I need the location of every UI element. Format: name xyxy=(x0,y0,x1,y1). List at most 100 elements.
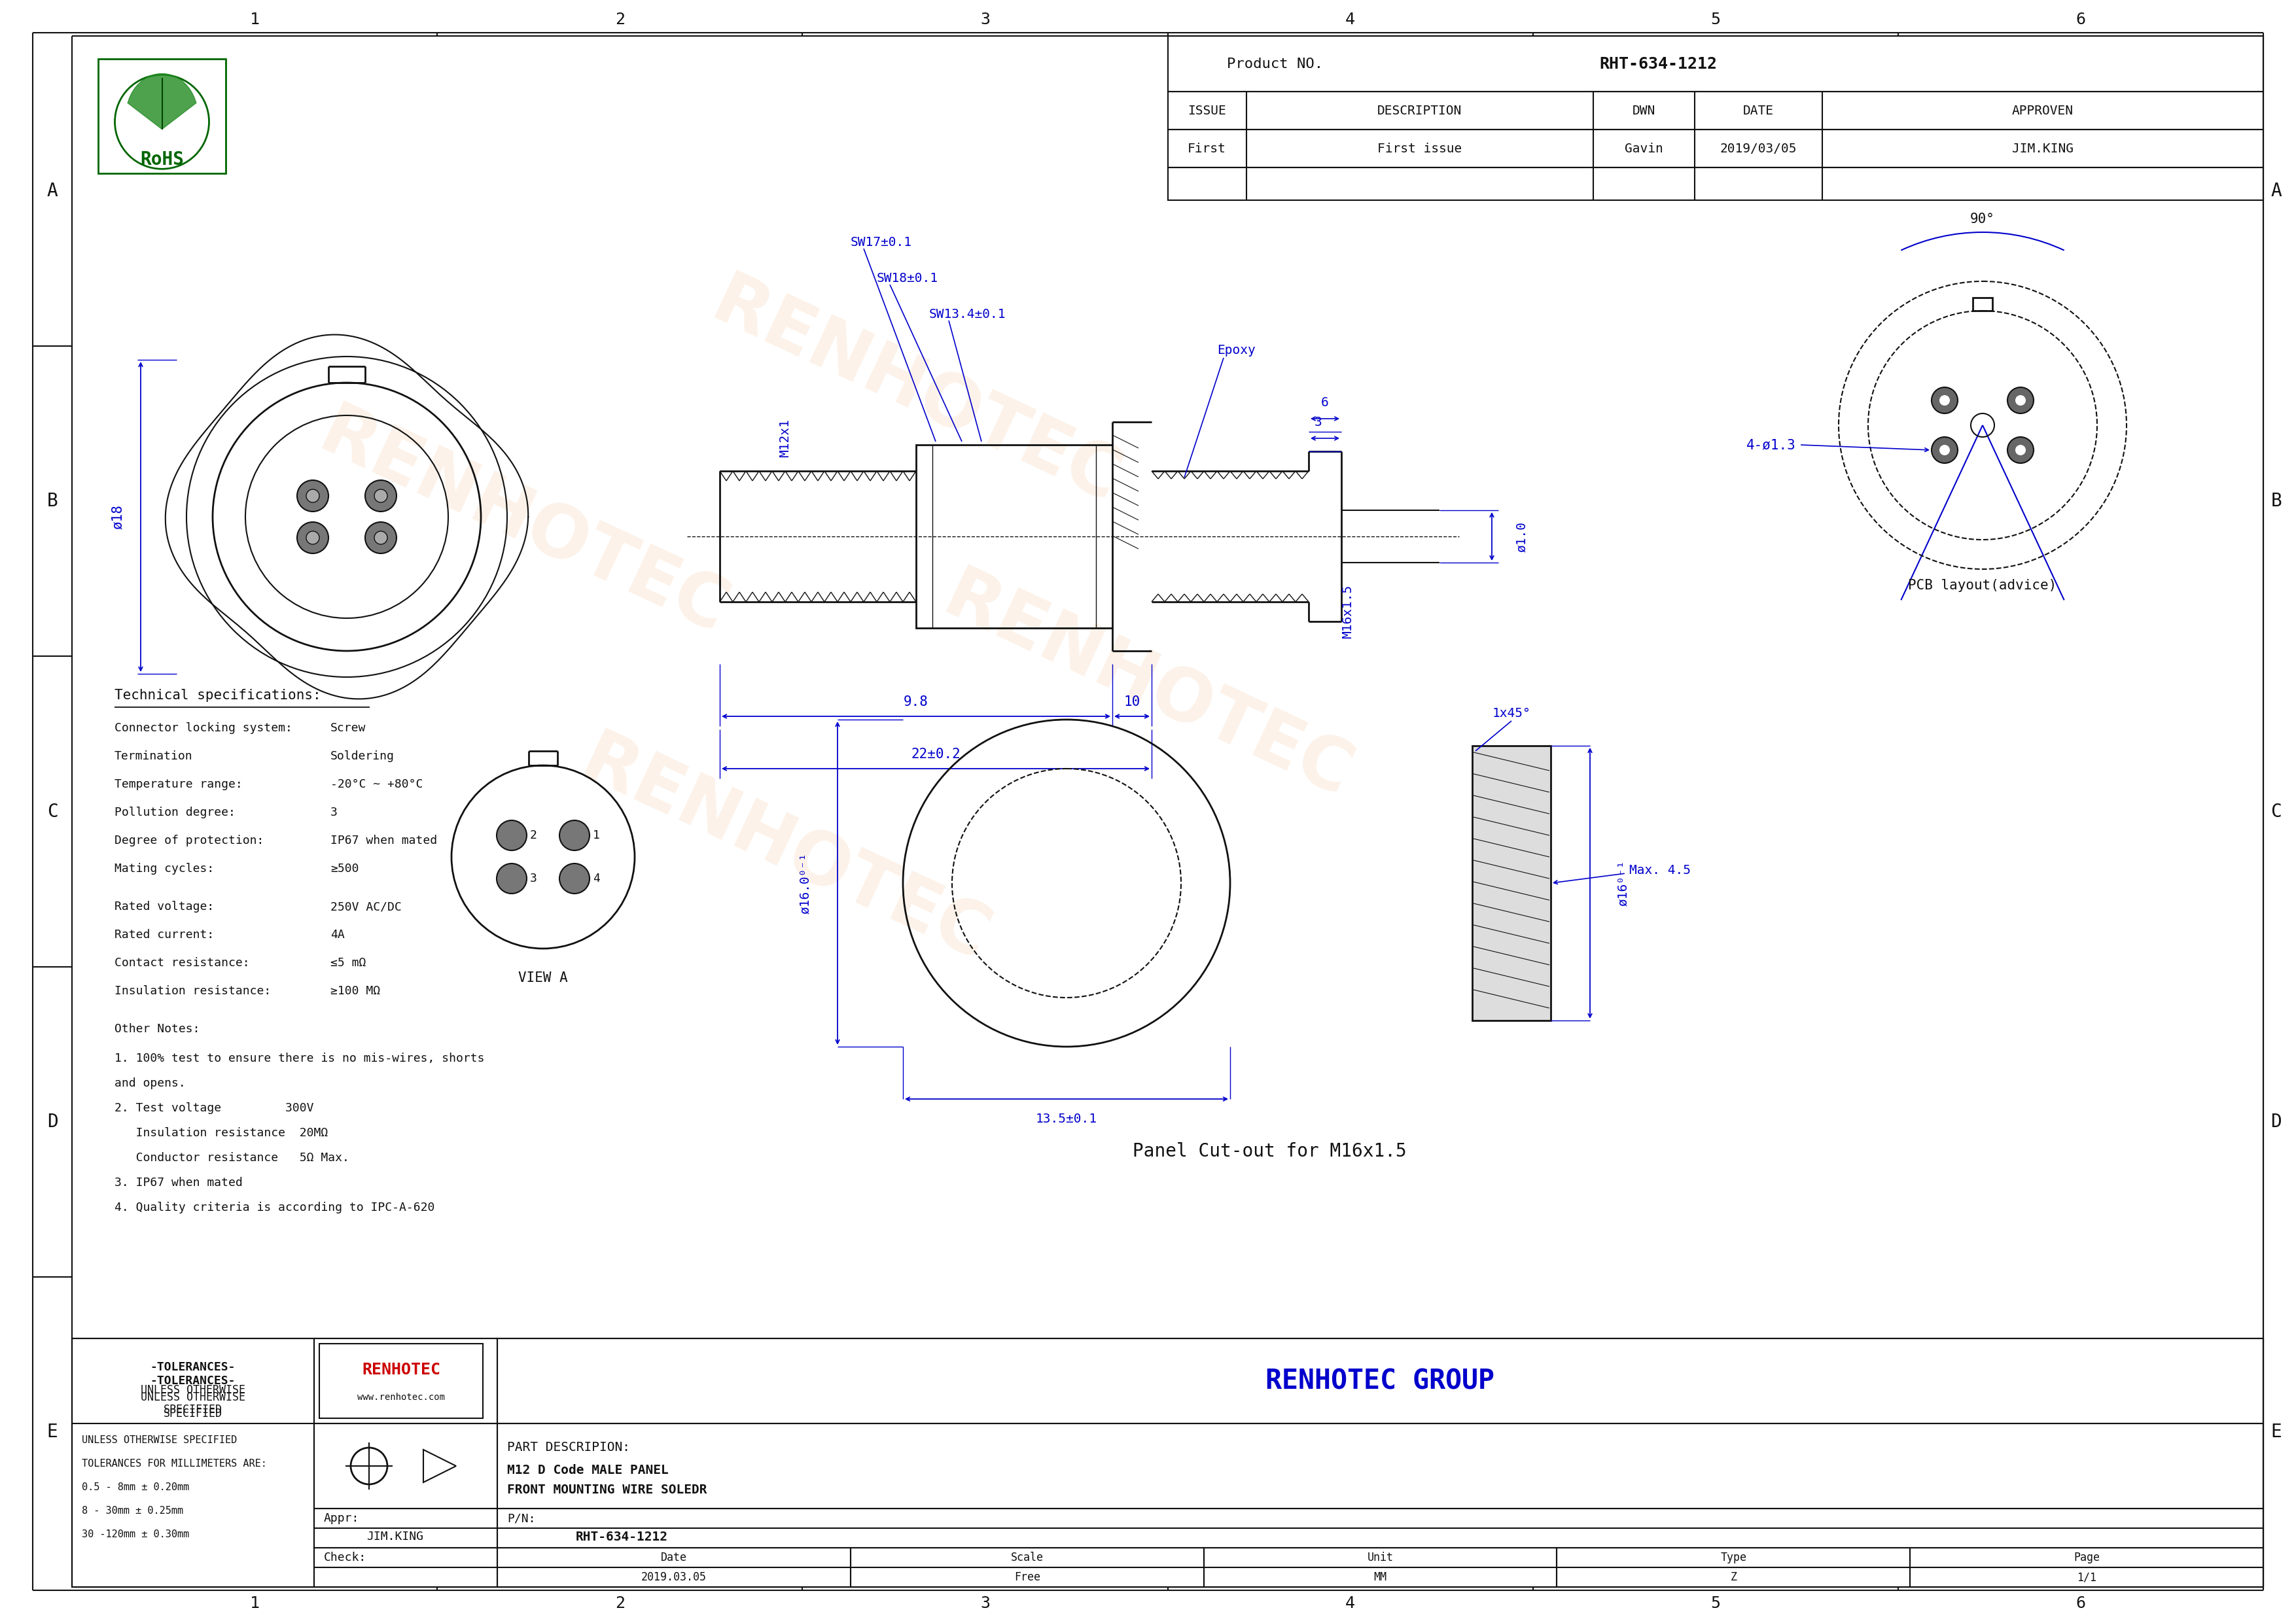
Text: SPECIFIED: SPECIFIED xyxy=(163,1404,223,1415)
Bar xyxy=(498,1548,850,1587)
Bar xyxy=(498,1423,2264,1508)
Text: First: First xyxy=(1187,143,1226,154)
Bar xyxy=(1169,167,2264,200)
Text: UNLESS OTHERWISE: UNLESS OTHERWISE xyxy=(140,1391,246,1404)
Bar xyxy=(850,1548,1203,1587)
Bar xyxy=(916,445,1111,628)
Circle shape xyxy=(365,523,397,553)
Text: C: C xyxy=(46,802,57,821)
Text: SW17±0.1: SW17±0.1 xyxy=(850,235,912,248)
Text: APPROVEN: APPROVEN xyxy=(2011,104,2073,117)
Circle shape xyxy=(2007,437,2034,463)
Circle shape xyxy=(560,820,590,850)
Text: 13.5±0.1: 13.5±0.1 xyxy=(1035,1112,1097,1125)
Text: 3: 3 xyxy=(980,1595,990,1612)
Text: 4. Quality criteria is according to IPC-A-620: 4. Quality criteria is according to IPC-… xyxy=(115,1203,434,1214)
Circle shape xyxy=(2016,394,2025,406)
Circle shape xyxy=(1940,445,1949,456)
Text: SW13.4±0.1: SW13.4±0.1 xyxy=(930,308,1006,320)
Text: 90°: 90° xyxy=(1970,213,1995,226)
Bar xyxy=(1169,130,2264,167)
Text: JIM.KING: JIM.KING xyxy=(367,1530,422,1543)
Text: 2019.03.05: 2019.03.05 xyxy=(641,1571,707,1582)
Text: TOLERANCES FOR MILLIMETERS ARE:: TOLERANCES FOR MILLIMETERS ARE: xyxy=(83,1459,266,1469)
Text: Other Notes:: Other Notes: xyxy=(115,1024,200,1035)
Text: ø16.0⁰⁻¹: ø16.0⁰⁻¹ xyxy=(799,852,810,914)
Text: RENHOTEC: RENHOTEC xyxy=(932,562,1364,812)
Text: DWN: DWN xyxy=(1632,104,1655,117)
Text: 250V AC/DC: 250V AC/DC xyxy=(331,901,402,912)
Text: Panel Cut-out for M16x1.5: Panel Cut-out for M16x1.5 xyxy=(1132,1143,1407,1160)
Text: Degree of protection:: Degree of protection: xyxy=(115,834,264,847)
Text: UNLESS OTHERWISE SPECIFIED: UNLESS OTHERWISE SPECIFIED xyxy=(83,1435,236,1444)
Circle shape xyxy=(1931,388,1958,414)
Text: FRONT MOUNTING WIRE SOLEDR: FRONT MOUNTING WIRE SOLEDR xyxy=(507,1483,707,1496)
Bar xyxy=(99,58,225,174)
Text: -TOLERANCES-: -TOLERANCES- xyxy=(149,1375,236,1386)
Circle shape xyxy=(374,489,388,503)
Text: SPECIFIED: SPECIFIED xyxy=(163,1407,223,1420)
Text: PCB layout(advice): PCB layout(advice) xyxy=(1908,579,2057,592)
Text: www.renhotec.com: www.renhotec.com xyxy=(358,1393,445,1402)
Text: Epoxy: Epoxy xyxy=(1217,344,1256,355)
Text: 3: 3 xyxy=(331,807,338,818)
Text: 1/1: 1/1 xyxy=(2078,1571,2096,1582)
Text: E: E xyxy=(2271,1423,2282,1441)
Bar xyxy=(315,1423,498,1508)
Text: M12 D Code MALE PANEL: M12 D Code MALE PANEL xyxy=(507,1464,668,1477)
Text: 6: 6 xyxy=(1320,396,1329,409)
Bar xyxy=(71,1339,315,1587)
Text: 4: 4 xyxy=(1345,11,1355,28)
Text: RHT-634-1212: RHT-634-1212 xyxy=(576,1530,668,1543)
Text: RENHOTEC: RENHOTEC xyxy=(308,398,739,649)
Text: 0.5 - 8mm ± 0.20mm: 0.5 - 8mm ± 0.20mm xyxy=(83,1482,188,1492)
Text: ≥100 MΩ: ≥100 MΩ xyxy=(331,985,381,997)
Text: DATE: DATE xyxy=(1743,104,1773,117)
Polygon shape xyxy=(129,73,195,130)
Text: 4-ø1.3: 4-ø1.3 xyxy=(1747,438,1795,451)
Bar xyxy=(498,1508,2264,1548)
Text: Technical specifications:: Technical specifications: xyxy=(115,690,321,703)
Circle shape xyxy=(305,489,319,503)
Text: Gavin: Gavin xyxy=(1626,143,1662,154)
Text: Z: Z xyxy=(1731,1571,1736,1582)
Text: VIEW A: VIEW A xyxy=(519,972,567,985)
Text: 1. 100% test to ensure there is no mis-wires, shorts: 1. 100% test to ensure there is no mis-w… xyxy=(115,1053,484,1065)
Text: Pollution degree:: Pollution degree: xyxy=(115,807,236,818)
Text: Free: Free xyxy=(1015,1571,1040,1582)
Bar xyxy=(1910,1548,2264,1587)
Bar xyxy=(315,1548,498,1587)
Text: UNLESS OTHERWISE: UNLESS OTHERWISE xyxy=(140,1384,246,1396)
Text: C: C xyxy=(2271,802,2282,821)
Text: PART DESCRIPION:: PART DESCRIPION: xyxy=(507,1441,629,1454)
Circle shape xyxy=(305,531,319,544)
Bar xyxy=(319,1344,482,1419)
Text: B: B xyxy=(46,492,57,511)
Circle shape xyxy=(496,820,526,850)
Bar xyxy=(498,1339,2264,1423)
Text: E: E xyxy=(46,1423,57,1441)
Text: A: A xyxy=(46,182,57,200)
Text: ≥500: ≥500 xyxy=(331,863,358,875)
Text: First issue: First issue xyxy=(1378,143,1463,154)
Text: Unit: Unit xyxy=(1366,1552,1394,1563)
Text: D: D xyxy=(2271,1112,2282,1131)
Bar xyxy=(1203,1548,1557,1587)
Circle shape xyxy=(1940,394,1949,406)
Bar xyxy=(71,1339,2264,1587)
Circle shape xyxy=(560,863,590,894)
Text: SW18±0.1: SW18±0.1 xyxy=(877,271,939,284)
Text: 1: 1 xyxy=(250,11,259,28)
Bar xyxy=(1169,91,2264,130)
Text: 1x45°: 1x45° xyxy=(1492,708,1531,719)
Text: Date: Date xyxy=(661,1552,687,1563)
Text: M12x1: M12x1 xyxy=(778,419,792,458)
Text: RoHS: RoHS xyxy=(140,151,184,169)
Circle shape xyxy=(374,531,388,544)
Text: and opens.: and opens. xyxy=(115,1078,186,1089)
Text: ISSUE: ISSUE xyxy=(1187,104,1226,117)
Text: 4: 4 xyxy=(1345,1595,1355,1612)
Text: RENHOTEC: RENHOTEC xyxy=(700,268,1132,518)
Bar xyxy=(1972,297,1993,310)
Text: IP67 when mated: IP67 when mated xyxy=(331,834,436,847)
